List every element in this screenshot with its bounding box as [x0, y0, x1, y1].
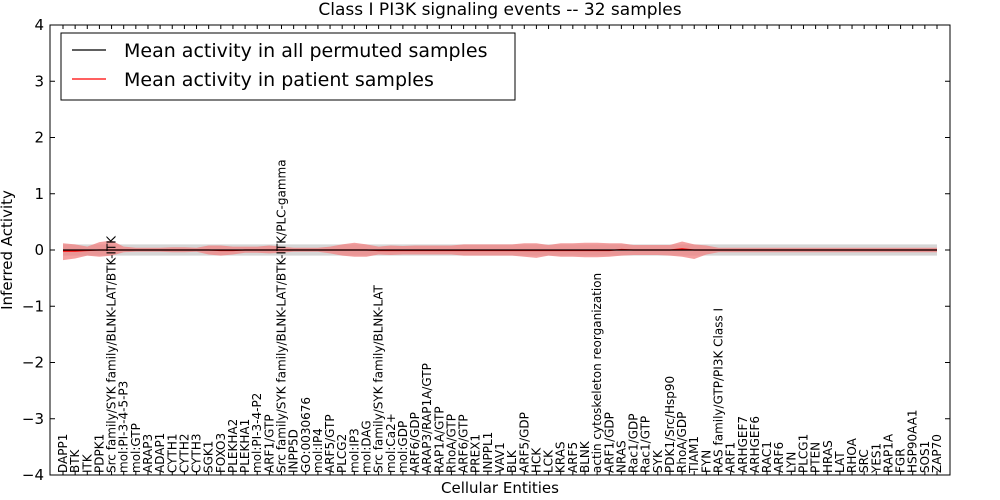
category-label: mol:IP4 [311, 428, 325, 473]
category-label: ARAP3 [141, 434, 155, 473]
category-label: RAC1 [760, 441, 774, 473]
category-label: Src family/SYK family/BLNK-LAT/BTK-ITK [105, 235, 119, 473]
category-label: ARHGEF6 [748, 416, 762, 473]
category-label: CYTH1 [165, 434, 179, 474]
category-label: mol:PI-3-4-P2 [250, 393, 264, 473]
category-label: Src family/SYK family/BLNK-LAT/BTK-ITK/P… [275, 159, 289, 473]
category-label: ARF6/GTP [457, 414, 471, 473]
category-label: RhoA/GTP [444, 414, 458, 473]
category-label: ARF1/GDP [602, 412, 616, 473]
category-label: Src family/SYK family/BLNK-LAT [372, 284, 386, 473]
category-label: VAV1 [493, 442, 507, 473]
category-label: LCK [542, 449, 556, 473]
category-label: SRC [857, 449, 871, 473]
category-label: GO:0030676 [299, 397, 313, 473]
category-label: FOXO3 [214, 433, 228, 473]
y-tick-label: 2 [34, 129, 44, 147]
y-tick-label: 4 [34, 16, 44, 34]
category-label: ARF5/GDP [517, 412, 531, 473]
category-label: PTEN [809, 442, 823, 473]
category-label: mol:GTP [129, 423, 143, 473]
legend-label-permuted: Mean activity in all permuted samples [124, 40, 487, 62]
category-label: KRAS [554, 441, 568, 473]
legend-box [60, 32, 516, 101]
category-label: INPPL1 [481, 432, 495, 473]
category-label: HSP90AA1 [906, 409, 920, 473]
category-label: LYN [784, 452, 798, 473]
legend-label-patient: Mean activity in patient samples [124, 69, 434, 91]
category-label: PLEKHA2 [226, 419, 240, 473]
category-label: RAP1A [881, 433, 895, 473]
category-label: PDPK1 [92, 434, 106, 473]
category-label: ZAP70 [930, 434, 944, 473]
category-label: HCK [529, 447, 543, 473]
category-label: RAP1A/GTP [432, 406, 446, 473]
category-label: ADAP1 [153, 433, 167, 473]
category-label: mol:Ca2+ [384, 413, 398, 473]
category-label: FYN [699, 450, 713, 473]
lines-layer [63, 248, 937, 252]
category-label: mol:PI-3-4-5-P3 [117, 381, 131, 473]
category-label: INPP5D [287, 429, 301, 473]
category-label: PLCG2 [335, 434, 349, 473]
category-label: PLCG1 [796, 434, 810, 473]
category-label: mol:GDP [396, 421, 410, 473]
y-axis-label: Inferred Activity [0, 190, 16, 310]
category-label: DAPP1 [56, 434, 70, 473]
category-label: BTK [68, 448, 82, 473]
y-tick-label: −1 [22, 297, 44, 315]
category-label: ARF1/GTP [262, 414, 276, 473]
category-label: ARF5 [566, 442, 580, 473]
category-label: SYK [651, 449, 665, 473]
category-label: LAT [833, 451, 847, 473]
category-label: CYTH2 [177, 434, 191, 474]
category-label: Rac1/GDP [627, 414, 641, 473]
category-label: CYTH3 [190, 434, 204, 474]
y-tick-label: −4 [22, 466, 44, 484]
category-label: SGK1 [202, 441, 216, 473]
category-label: BLNK [578, 440, 592, 473]
category-label: ARF5/GTP [323, 414, 337, 473]
category-label: ARF1 [724, 442, 738, 473]
category-label: PLEKHA1 [238, 419, 252, 473]
y-tick-label: −2 [22, 354, 44, 372]
y-tick-label: 0 [34, 241, 44, 259]
category-label: mol:DAG [359, 420, 373, 473]
category-label: PREX1 [469, 434, 483, 473]
category-label: RAS family/GTP/PI3K Class I [712, 308, 726, 473]
category-label: RhoA/GDP [675, 412, 689, 473]
category-label: Rac1/GTP [639, 416, 653, 473]
category-label: ARF6 [772, 442, 786, 473]
chart-title: Class I PI3K signaling events -- 32 samp… [318, 0, 681, 20]
category-label: NRAS [614, 440, 628, 473]
category-label: ITK [80, 453, 94, 473]
legend: Mean activity in all permuted samples Me… [60, 32, 516, 101]
category-label: YES1 [869, 443, 883, 474]
y-tick-label: 3 [34, 72, 44, 90]
y-tick-label: −3 [22, 410, 44, 428]
category-label: ARHGEF7 [736, 416, 750, 473]
category-label: RHOA [845, 437, 859, 473]
category-label: ARF6/GDP [408, 412, 422, 473]
category-label: BLK [505, 449, 519, 473]
category-label: actin cytoskeleton reorganization [590, 273, 604, 473]
category-label: SOS1 [918, 441, 932, 473]
x-axis [62, 25, 938, 475]
x-axis-label: Cellular Entities [441, 479, 559, 497]
category-label: FGR [894, 448, 908, 473]
category-label: ARAP3/RAP1A/GTP [420, 363, 434, 473]
category-label: HRAS [821, 440, 835, 473]
category-label: mol:IP3 [347, 428, 361, 473]
category-label: PDK1/Src/Hsp90 [663, 376, 677, 473]
y-tick-label: 1 [34, 185, 44, 203]
category-label: TIAM1 [687, 436, 701, 474]
y-axis: −4 −3 −2 −1 0 1 2 3 4 [22, 16, 950, 484]
